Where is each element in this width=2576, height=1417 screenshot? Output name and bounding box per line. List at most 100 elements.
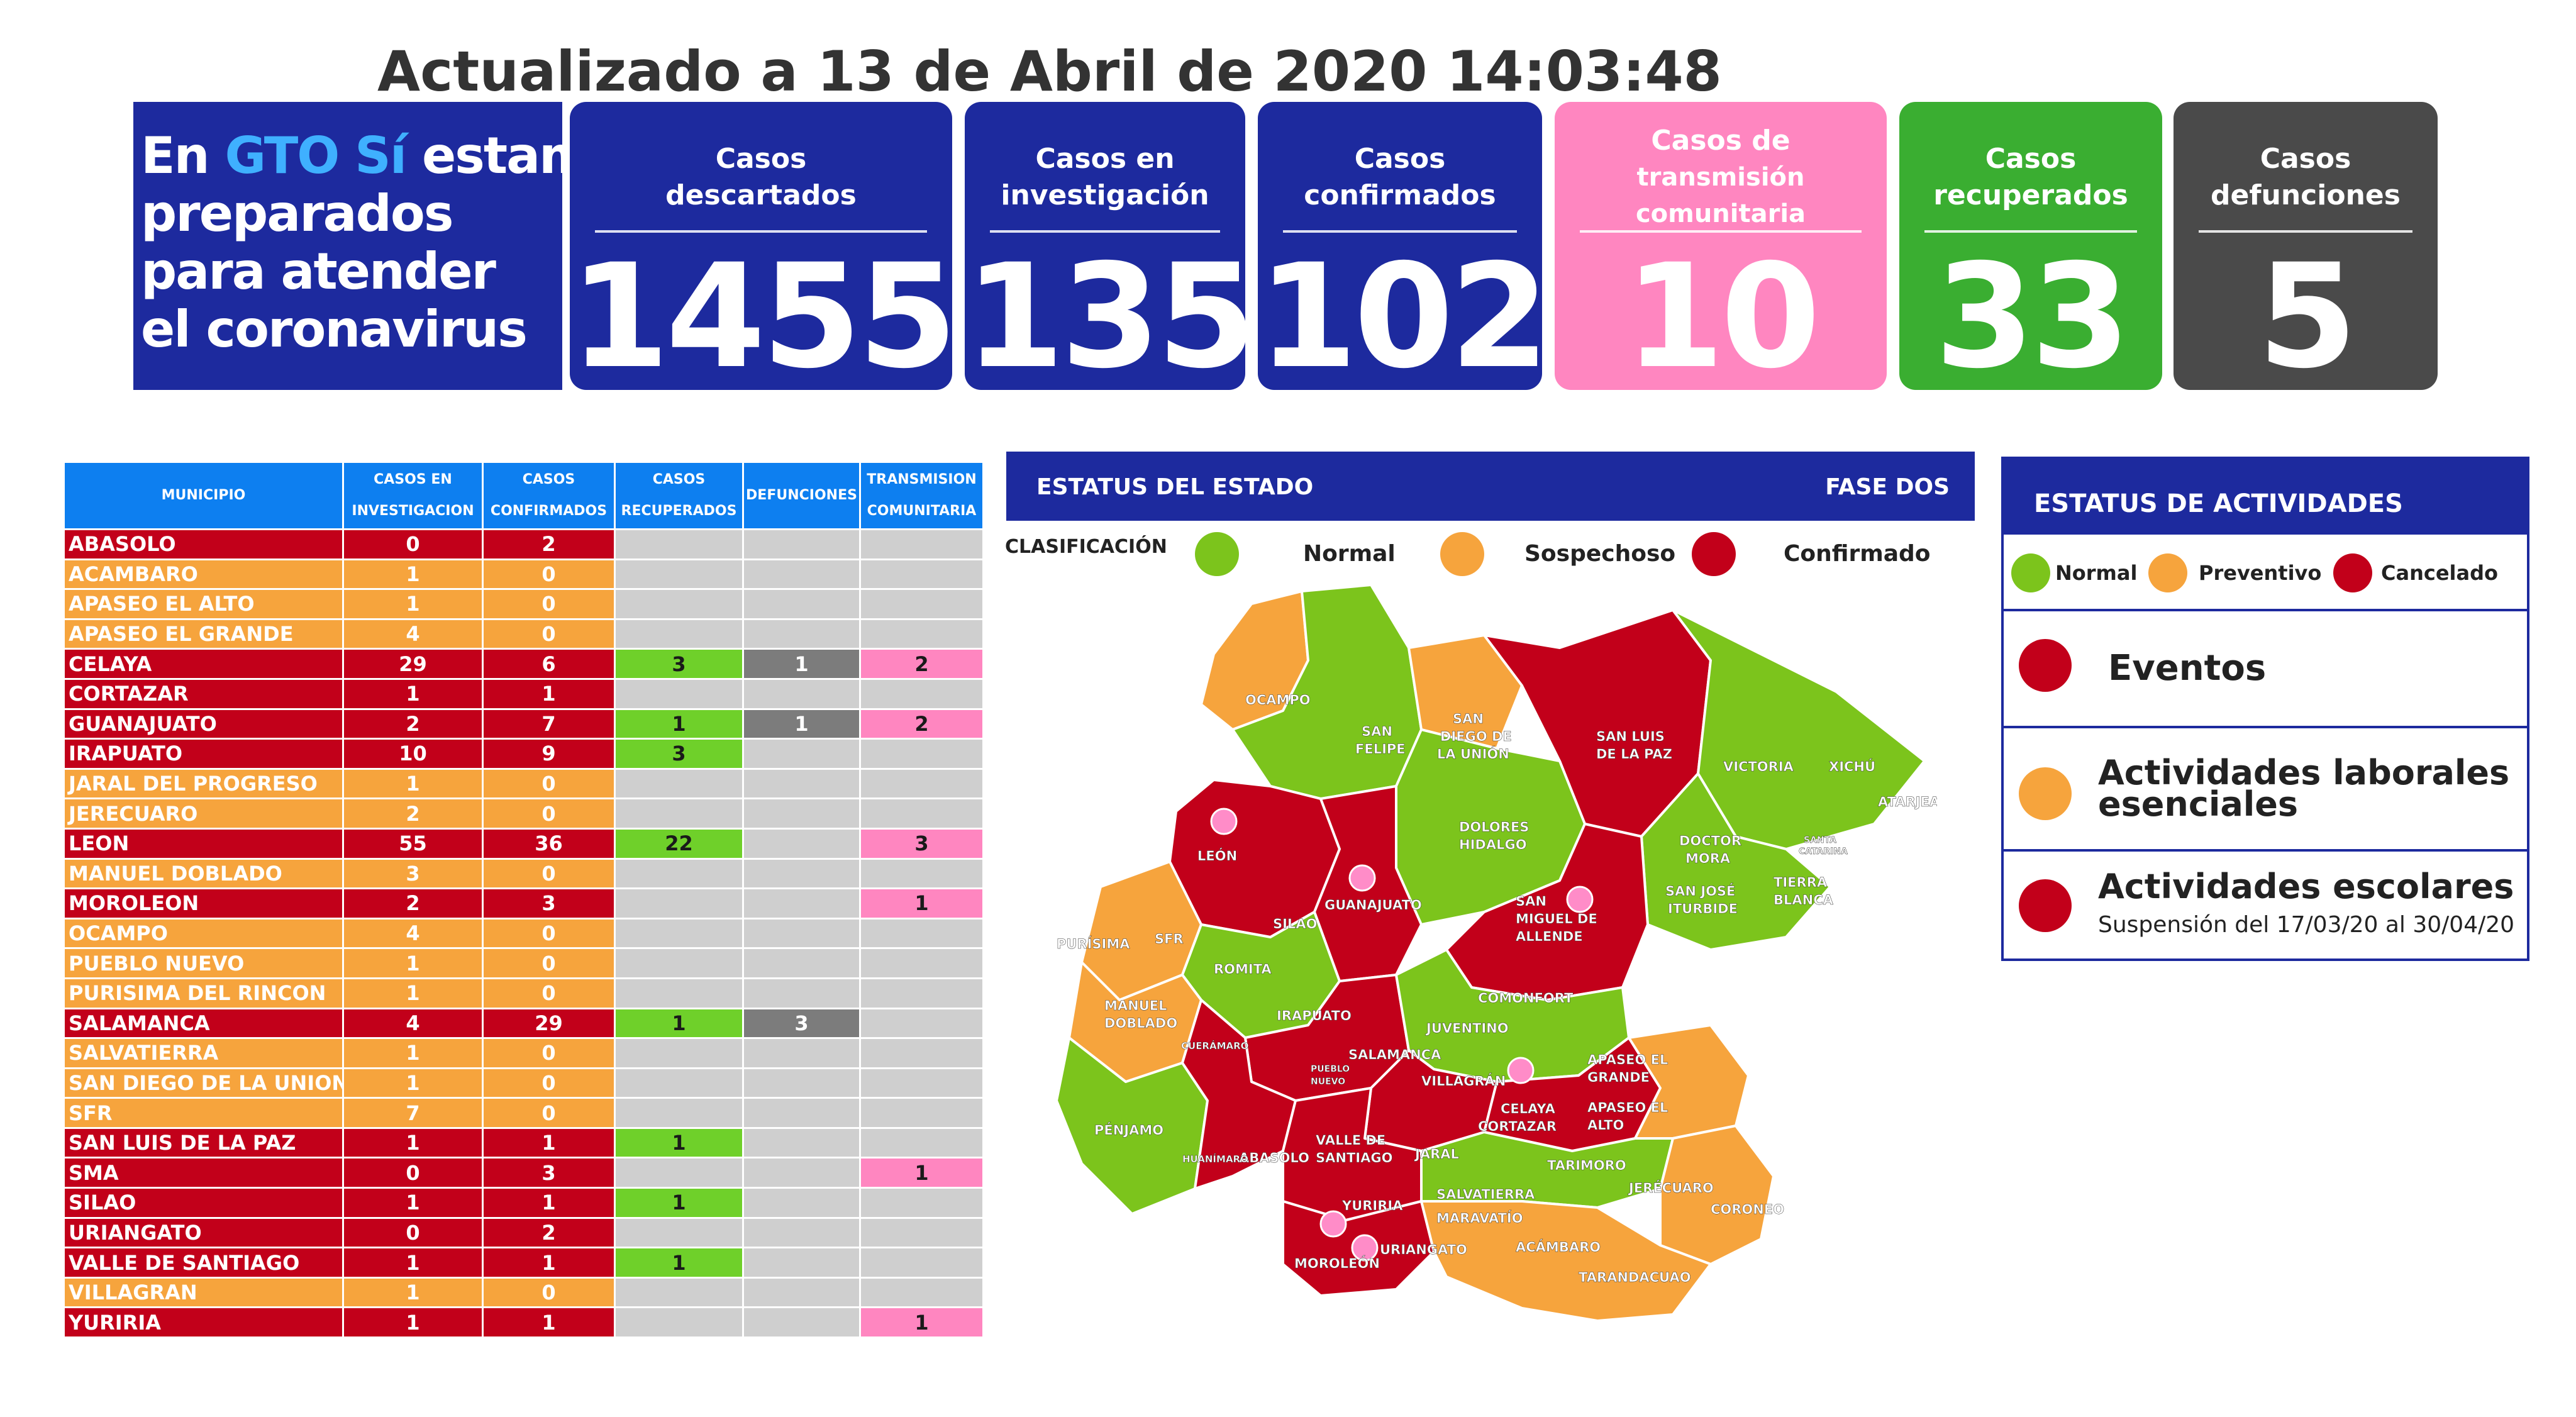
region-acambaro [1420,1200,1712,1322]
classification-label: CLASIFICACIÓN [1005,536,1167,558]
cell-municipio: VALLE DE SANTIAGO [63,1247,344,1279]
cell-recovered: 3 [614,648,744,680]
cell-investigation: 1 [342,1037,484,1069]
cell-deaths [742,827,861,860]
table-row: YURIRIA 1 1 1 [63,1306,984,1339]
cell-recovered [614,887,744,920]
map-label: JUVENTINO [1425,1021,1509,1036]
cell-transmission: 1 [859,1306,984,1339]
table-row: SFR 7 0 [63,1097,984,1129]
cell-municipio: GUANAJUATO [63,708,344,740]
cell-investigation: 1 [342,947,484,979]
map-label: DE LA PAZ [1596,747,1672,762]
region-sji [1640,772,1831,951]
map-label: VICTORIA [1723,759,1794,774]
marker-yuriria [1319,1210,1347,1238]
slogan-banner: En GTO Sí estamos preparados para atende… [133,102,653,390]
cell-deaths [742,767,861,800]
header-text: CASOS EN [374,472,452,487]
marker-guanajuato [1348,864,1376,892]
table-header-row: MUNICIPIO CASOS EN INVESTIGACION CASOS CON… [63,461,984,530]
cell-transmission: 1 [859,887,984,920]
legend-normal-dot [1195,532,1239,576]
cell-transmission [859,1067,984,1099]
map-label: VALLE DE [1316,1133,1385,1148]
cell-recovered [614,528,744,560]
cell-recovered [614,797,744,830]
map-label: FELIPE [1355,742,1406,757]
map-label: DOCTOR [1679,833,1741,848]
cell-transmission: 2 [859,648,984,680]
slogan-text: En [141,126,225,185]
table-row: OCAMPO 4 0 [63,917,984,950]
map-label: JARAL [1414,1147,1459,1162]
region-san-diego [1407,634,1523,750]
map-label: ALTO [1587,1118,1624,1133]
cell-transmission [859,1126,984,1159]
map-label: ATARJEA [1878,794,1937,809]
cell-investigation: 1 [342,1306,484,1339]
cell-deaths [742,558,861,591]
slogan-highlight: GTO Sí [225,126,407,185]
map-label: DIEGO DE [1440,729,1512,744]
cell-deaths [742,917,861,950]
map-label: BLANCA [1774,892,1834,908]
cell-deaths [742,618,861,650]
table-row: SILAO 1 1 1 [63,1187,984,1219]
map-label: CUERÁMARO [1181,1040,1248,1052]
cell-confirmed: 3 [482,887,616,920]
cell-transmission [859,1037,984,1069]
card-investigation: Casos en investigación 135 [965,102,1257,395]
map-label: PÉNJAMO [1094,1122,1163,1138]
legend-suspect-dot [1440,532,1484,576]
map-label: SALAMANCA [1348,1047,1441,1062]
cell-municipio: ABASOLO [63,528,344,560]
card-value: 135 [965,233,1257,400]
cell-deaths [742,977,861,1009]
map-label: DOBLADO [1104,1016,1177,1031]
map-label: SAN LUIS [1596,729,1665,744]
legend-preventive-dot [2148,553,2187,592]
map-label: CORONEO [1711,1202,1784,1217]
cell-investigation: 3 [342,857,484,890]
activities-panel: ESTATUS DE ACTIVIDADES Normal Preventivo… [2001,457,2529,961]
table-row: VALLE DE SANTIAGO 1 1 1 [63,1247,984,1279]
slogan-line-4: el coronavirus [141,300,528,358]
table-row: APASEO EL GRANDE 4 0 [63,618,984,650]
table-body: ABASOLO 0 2 ACAMBARO 1 0 APASEO EL ALTO 1 0 APASE… [63,528,984,1339]
cell-transmission [859,588,984,620]
cell-confirmed: 0 [482,857,616,890]
legend-cancelled-label: Cancelado [2381,561,2498,585]
cell-municipio: CORTAZAR [63,677,344,710]
map-phase: FASE DOS [1825,474,1950,500]
map-label: TIERRA [1774,875,1828,890]
table-row: URIANGATO 0 2 [63,1216,984,1249]
cell-confirmed: 1 [482,677,616,710]
header-text: COMUNITARIA [867,503,977,519]
legend-normal-label: Normal [2055,561,2138,585]
cell-municipio: URIANGATO [63,1216,344,1249]
cell-recovered [614,917,744,950]
map-label: HUANÍMARO [1182,1153,1248,1165]
cell-recovered [614,588,744,620]
map-label: SILAO [1273,916,1317,931]
table-row: PURISIMA DEL RINCON 1 0 [63,977,984,1009]
table-row: CELAYA 29 6 3 1 2 [63,648,984,680]
cell-transmission [859,797,984,830]
map-label: APASEO EL [1587,1052,1668,1067]
map-label: GUANAJUATO [1324,897,1422,913]
cell-transmission [859,767,984,800]
cell-transmission [859,1187,984,1219]
table-row: CORTAZAR 1 1 [63,677,984,710]
cell-confirmed: 1 [482,1126,616,1159]
cell-municipio: PUEBLO NUEVO [63,947,344,979]
cell-transmission [859,558,984,591]
map-label: SFR [1155,931,1184,947]
cell-investigation: 1 [342,677,484,710]
map-label: APASEO EL [1587,1100,1668,1115]
activities-header: ESTATUS DE ACTIVIDADES [2004,459,2527,535]
card-value: 5 [2257,233,2358,400]
cell-confirmed: 0 [482,947,616,979]
cell-recovered: 3 [614,738,744,770]
cell-municipio: MANUEL DOBLADO [63,857,344,890]
